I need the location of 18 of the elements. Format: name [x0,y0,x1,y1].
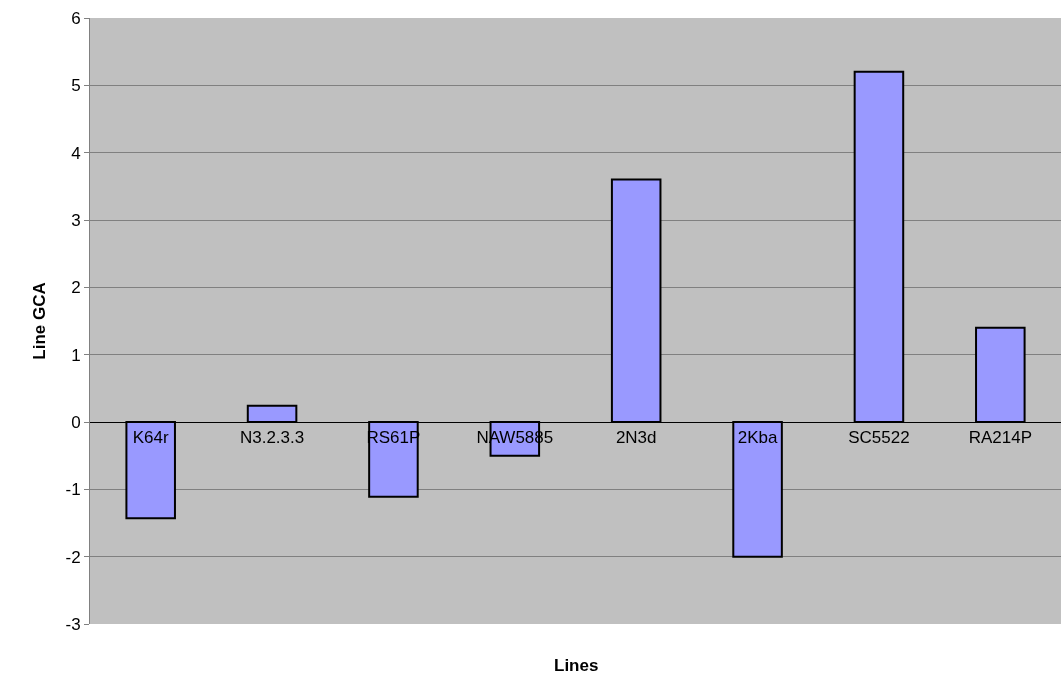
y-tick-label: -2 [65,547,81,567]
y-tick-label: 4 [71,143,81,163]
x-tick-label: 2N3d [615,428,657,448]
y-tick-label: -1 [65,480,81,500]
x-tick-label: RA214P [968,428,1032,448]
y-tick-label: 0 [71,412,81,432]
y-axis-title: Line GCA [30,282,50,360]
y-tick-label: 2 [71,278,81,298]
x-tick-label: SC5522 [848,428,910,448]
y-tick-label: -3 [65,614,81,634]
y-tick-label: 6 [71,8,81,28]
x-tick-label: 2Kba [737,428,778,448]
y-tick-label: 5 [71,76,81,96]
x-axis-title: Lines [554,656,599,675]
x-tick-label: K64r [132,428,169,448]
y-tick-label: 1 [71,345,81,365]
y-tick-label: 3 [71,210,81,230]
x-tick-label: N3.2.3.3 [239,428,305,448]
